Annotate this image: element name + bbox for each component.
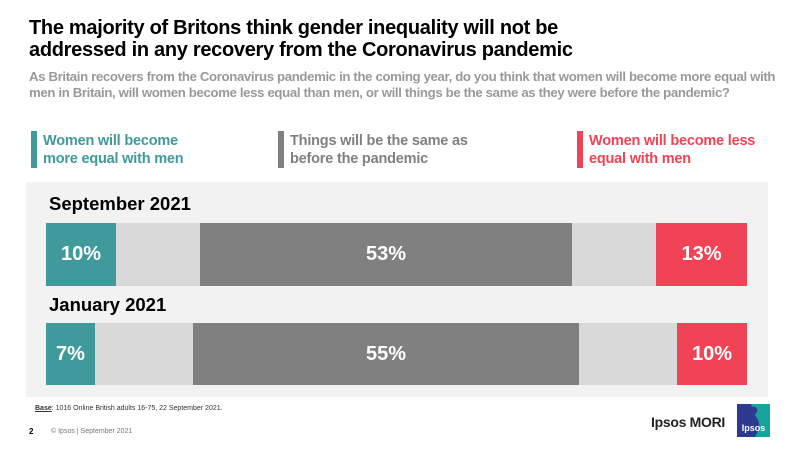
bar-segment-less-equal: 13% [656,223,747,286]
legend-swatch-more-equal [31,131,37,168]
question-text: As Britain recovers from the Coronavirus… [29,69,776,100]
legend-swatch-same [278,131,284,168]
ipsos-logo-icon: Ipsos [737,404,770,437]
legend-label-less-equal: Women will become less equal with men [589,133,756,167]
bar-segment-more-equal: 7% [46,323,95,385]
base-label: Base [35,405,52,412]
brand-name: Ipsos MORI [651,414,726,430]
data-label: 7% [56,342,85,365]
copyright-text: © Ipsos | September 2021 [51,428,133,435]
bar-segment-same: 53% [200,223,572,286]
data-label: 10% [60,243,102,265]
data-label: 13% [681,243,722,265]
legend-swatch-less-equal [577,131,583,168]
base-text: : 1016 Online British adults 16-75, 22 S… [51,405,223,412]
bar-segment-less-equal: 10% [677,323,747,385]
page-number: 2 [29,427,34,436]
stacked-bar-september-2021: 10% 53% 13% [46,223,747,286]
data-label: 55% [365,342,407,365]
page-title: The majority of Britons think gender ine… [29,17,573,61]
bar-segment-same: 55% [193,323,579,385]
bar-segment-remainder [116,223,200,286]
row-label-january-2021: January 2021 [49,294,167,315]
row-label-september-2021: September 2021 [49,193,191,214]
svg-text:Ipsos: Ipsos [742,423,766,433]
data-label: 10% [691,342,733,365]
bar-segment-more-equal: 10% [46,223,116,286]
bar-segment-remainder [572,223,656,286]
legend-label-same: Things will be the same as before the pa… [290,133,468,167]
data-label: 53% [365,243,407,265]
legend-label-more-equal: Women will become more equal with men [43,133,184,167]
bar-segment-remainder [95,323,193,385]
stacked-bar-january-2021: 7% 55% 10% [46,323,747,385]
bar-segment-remainder [579,323,677,385]
base-note: Base: 1016 Online British adults 16-75, … [35,405,223,412]
